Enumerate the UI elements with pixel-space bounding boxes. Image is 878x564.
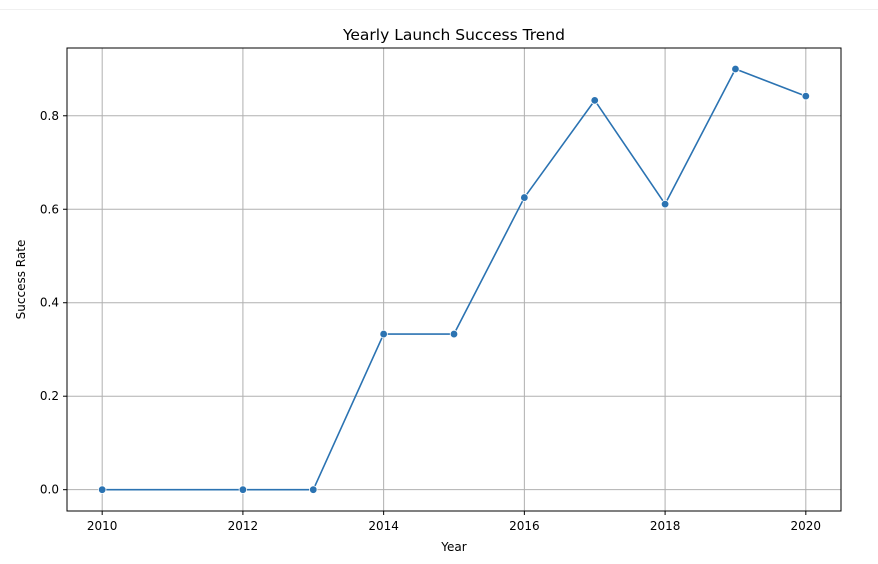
x-tick-label: 2016 [509,519,540,533]
x-tick-label: 2014 [368,519,399,533]
data-point [449,329,459,339]
axis-ticks: 2010 2012 2014 2016 2018 2020 0.0 0.2 0.4 0.6 0.8 [40,109,821,533]
x-tick-label: 2012 [228,519,259,533]
x-tick-label: 2010 [87,519,118,533]
x-tick-label: 2020 [791,519,822,533]
x-tick-label: 2018 [650,519,681,533]
chart-title: Yearly Launch Success Trend [342,26,565,44]
y-tick-label: 0.2 [40,389,59,403]
y-tick-label: 0.4 [40,296,59,310]
data-point [731,64,740,74]
plot-area-frame [66,47,842,512]
data-point [379,329,388,339]
y-tick-label: 0.8 [40,109,59,123]
data-point [801,91,811,101]
data-point [590,96,599,105]
grid [67,48,841,511]
x-axis-label: Year [440,540,466,554]
y-axis-label: Success Rate [14,240,28,320]
data-point [520,193,529,202]
y-tick-label: 0.6 [40,202,59,216]
data-point [660,199,670,209]
data-point [97,485,107,494]
top-divider [0,9,878,10]
data-point [238,485,248,494]
series-layer [97,64,811,494]
data-point [309,485,318,494]
y-tick-label: 0.0 [40,483,59,497]
series-line [102,68,807,491]
